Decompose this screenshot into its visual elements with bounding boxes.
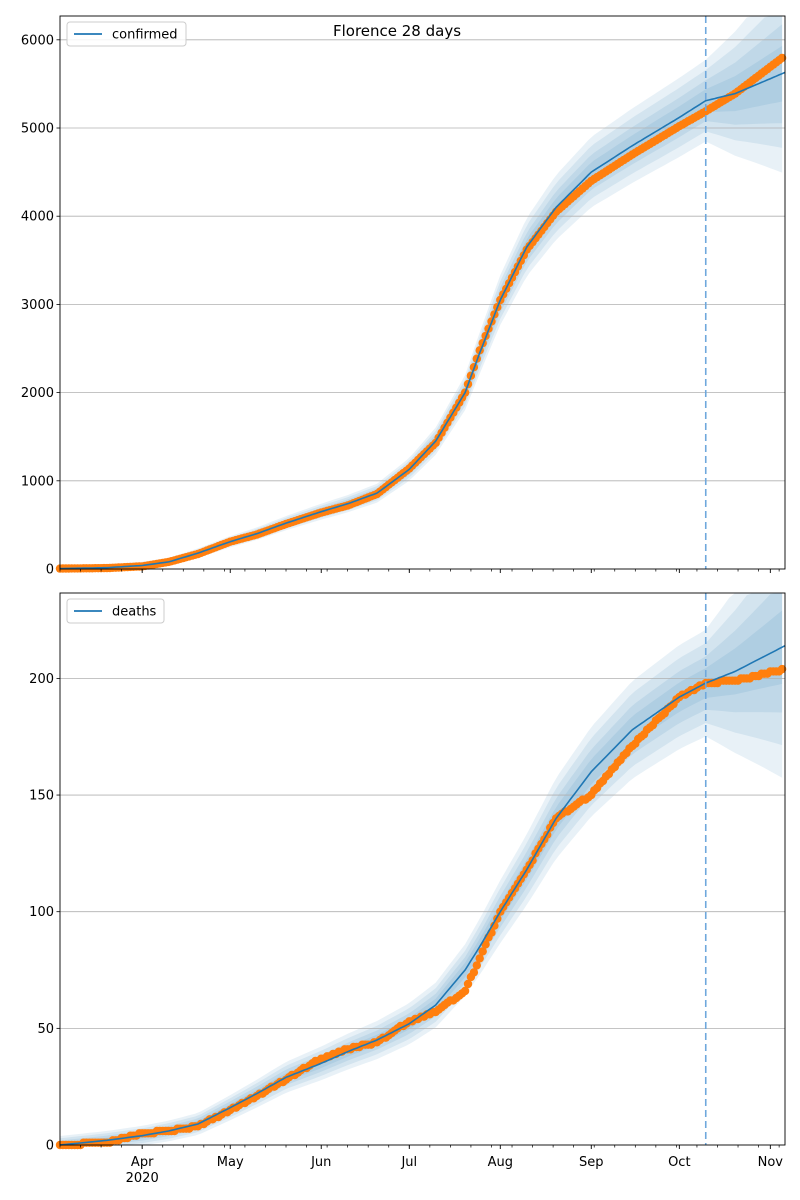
observed-point	[460, 986, 470, 996]
x-tick-label: Jun	[310, 1155, 331, 1170]
observed-points	[55, 664, 787, 1150]
y-tick-label: 0	[46, 563, 54, 578]
legend-label: confirmed	[112, 28, 178, 43]
x-tick-label: May	[217, 1155, 244, 1170]
uncertainty-bands	[60, 16, 783, 569]
observed-point	[777, 664, 787, 674]
model-line	[59, 71, 786, 570]
legend-box	[66, 21, 187, 47]
legend: deaths	[66, 598, 165, 624]
uncertainty-band-0	[60, 16, 783, 569]
x-tick-label: Apr	[131, 1155, 154, 1170]
x-tick-label: Jul	[400, 1155, 417, 1170]
y-tick-label: 5000	[21, 122, 54, 137]
observed-point	[469, 968, 479, 977]
uncertainty-band-0	[60, 593, 783, 1145]
observed-point	[777, 53, 787, 63]
y-tick-label: 50	[37, 1022, 54, 1037]
confirmed-panel: 0 1000 2000 3000 4000 5000 6000 confirmed	[21, 15, 787, 578]
observed-point	[463, 979, 473, 989]
uncertainty-band-1	[60, 16, 783, 569]
legend: confirmed	[66, 21, 187, 47]
y-tick-label: 150	[29, 789, 54, 804]
legend-box	[66, 598, 165, 624]
x-tick-label: Nov	[758, 1155, 784, 1170]
y-tick-label: 4000	[21, 210, 54, 225]
x-tick-year-label: 2020	[126, 1171, 159, 1186]
model-line	[59, 644, 786, 1146]
uncertainty-band-3	[60, 45, 783, 569]
observed-point	[475, 954, 484, 963]
y-tick-label: 3000	[21, 298, 54, 313]
y-tick-label: 200	[29, 672, 54, 687]
x-tick-label: Oct	[668, 1155, 690, 1170]
y-tick-label: 1000	[21, 474, 54, 489]
uncertainty-band-1	[60, 593, 783, 1145]
uncertainty-band-2	[60, 24, 783, 569]
uncertainty-bands	[60, 593, 783, 1145]
legend-label: deaths	[112, 605, 157, 620]
observed-point	[481, 940, 490, 949]
observed-point	[472, 961, 481, 970]
figure-title: Florence 28 days	[333, 22, 461, 40]
axes-frame	[59, 15, 786, 570]
observed-point	[478, 947, 487, 956]
y-tick-label: 2000	[21, 386, 54, 401]
x-tick-label: Sep	[579, 1155, 604, 1170]
y-tick-label: 0	[46, 1139, 54, 1154]
y-tick-label: 6000	[21, 33, 54, 48]
observed-point	[490, 921, 499, 930]
y-tick-label: 100	[29, 905, 54, 920]
x-tick-label: Aug	[488, 1155, 513, 1170]
axes-frame	[59, 592, 786, 1146]
